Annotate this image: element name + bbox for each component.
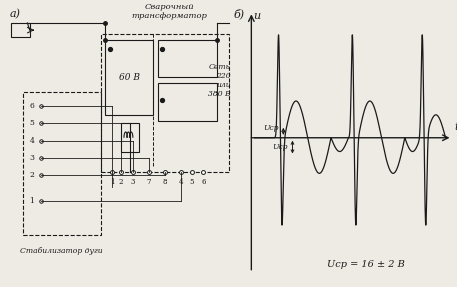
Text: 1: 1 [29,197,34,205]
Text: Uср: Uср [263,125,279,132]
Text: Стабилизатор дуги: Стабилизатор дуги [21,247,103,255]
Text: Сварочный
трансформатор: Сварочный трансформатор [131,3,207,20]
Bar [11,23,30,37]
Text: 5: 5 [29,119,34,127]
Bar [23,92,101,235]
Text: 6: 6 [29,102,34,110]
Text: 60 В: 60 В [119,73,139,82]
Text: Uср: Uср [272,143,288,151]
Bar [158,40,217,77]
Text: 4: 4 [178,178,183,186]
Text: t: t [455,122,457,132]
Bar [101,34,228,172]
Bar [158,83,217,121]
Text: 2: 2 [119,178,123,186]
Text: б): б) [233,9,244,19]
Text: 3: 3 [29,154,34,162]
Text: Сеть
220
или
380 В: Сеть 220 или 380 В [208,63,231,98]
Text: Uср = 16 ± 2 В: Uср = 16 ± 2 В [327,259,404,269]
Text: 5: 5 [190,178,194,186]
Bar [121,123,139,152]
Text: 1: 1 [110,178,114,186]
Text: 7: 7 [146,178,151,186]
Text: 2: 2 [29,171,34,179]
Text: а): а) [9,9,20,19]
Text: 3: 3 [130,178,135,186]
Bar [105,40,153,115]
Text: 4: 4 [29,137,34,145]
Text: и: и [254,11,261,22]
Text: 8: 8 [162,178,167,186]
Text: 6: 6 [201,178,206,186]
